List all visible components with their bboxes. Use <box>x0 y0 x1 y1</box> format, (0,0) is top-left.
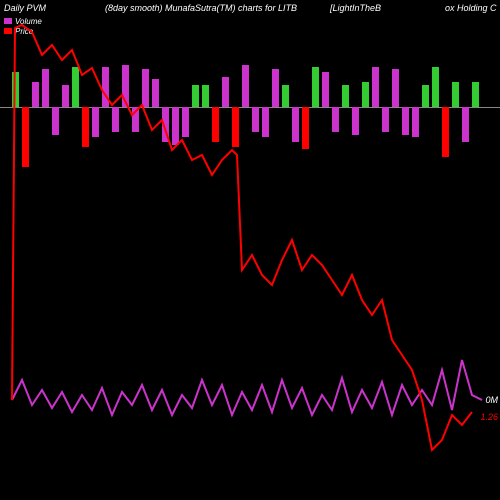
axis-label: 0M <box>485 395 498 405</box>
header-text: ox Holding C <box>445 3 497 13</box>
chart-header: Daily PVM (8day smooth) MunafaSutra(TM) c… <box>0 3 500 19</box>
line-layer <box>0 20 500 480</box>
chart-container: Daily PVM (8day smooth) MunafaSutra(TM) c… <box>0 0 500 500</box>
header-text: (8day smooth) MunafaSutra(TM) charts for… <box>105 3 297 13</box>
plot-area: 0M 1.26 <box>0 20 500 480</box>
header-text: [LightInTheB <box>330 3 381 13</box>
axis-label: 1.26 <box>480 412 498 422</box>
header-text: Daily PVM <box>4 3 46 13</box>
